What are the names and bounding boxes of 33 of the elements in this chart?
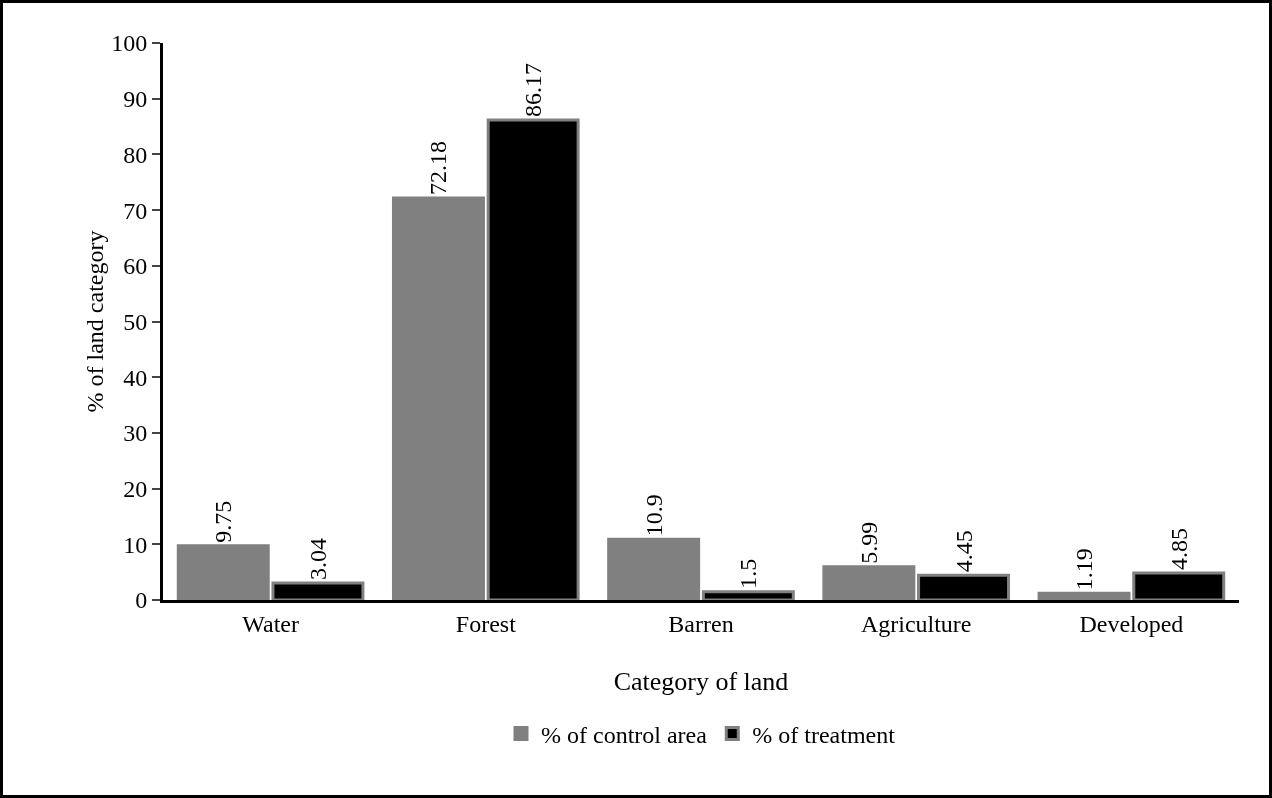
- x-tick-label: Forest: [455, 610, 517, 637]
- bar: [607, 537, 701, 600]
- data-label: 86.17: [520, 63, 547, 118]
- y-tick-label: 50: [123, 308, 148, 335]
- legend-label: % of treatment: [752, 721, 896, 748]
- x-tick-label: Developed: [1079, 610, 1184, 637]
- data-label: 1.5: [735, 558, 762, 589]
- data-label: 9.75: [210, 500, 237, 543]
- y-tick-label: 100: [111, 30, 148, 57]
- x-axis-title: Category of land: [613, 667, 789, 696]
- x-tick-label: Agriculture: [860, 610, 972, 637]
- x-tick-label: Water: [242, 610, 299, 637]
- x-tick-label: Barren: [668, 610, 734, 637]
- bar: [391, 196, 485, 600]
- data-label: 1.19: [1071, 548, 1098, 591]
- y-axis-title: % of land category: [82, 230, 108, 413]
- y-tick-label: 0: [135, 587, 148, 614]
- y-tick-label: 60: [123, 253, 148, 280]
- y-tick-label: 70: [123, 197, 148, 224]
- y-tick-label: 40: [123, 364, 148, 391]
- y-tick-label: 80: [123, 141, 148, 168]
- data-label: 72.18: [425, 140, 452, 195]
- data-label: 4.45: [950, 530, 977, 573]
- bar: [822, 565, 916, 600]
- data-label: 4.85: [1165, 527, 1192, 570]
- data-label: 10.9: [640, 494, 667, 537]
- y-tick-label: 90: [123, 86, 148, 113]
- legend-label: % of control area: [541, 721, 708, 748]
- data-label: 3.04: [304, 538, 331, 581]
- y-tick-label: 20: [123, 476, 148, 502]
- data-label: 5.99: [855, 521, 882, 564]
- y-tick-label: 10: [123, 531, 148, 558]
- y-tick-label: 30: [123, 420, 148, 447]
